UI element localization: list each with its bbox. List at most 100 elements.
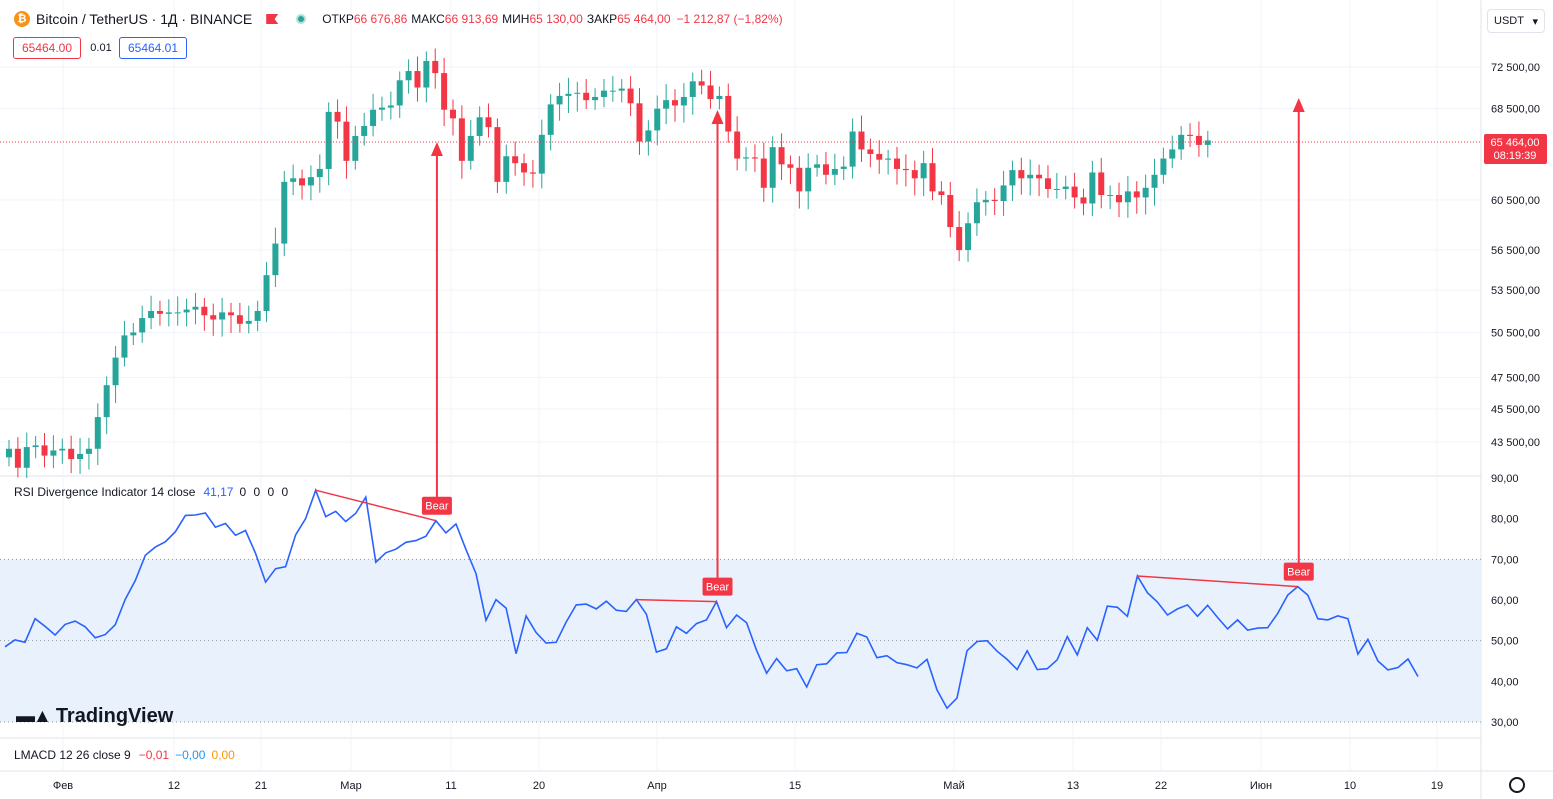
candle-body bbox=[290, 178, 297, 182]
candle-body bbox=[769, 147, 776, 188]
buy-button[interactable]: 65464.01 bbox=[119, 37, 187, 59]
candle-body bbox=[1142, 187, 1149, 198]
candle-body bbox=[609, 90, 616, 92]
x-tick-label: Июн bbox=[1250, 780, 1272, 792]
candle-body bbox=[858, 131, 865, 150]
market-status-icon[interactable] bbox=[296, 14, 307, 24]
candle-body bbox=[1116, 194, 1122, 203]
candle-body bbox=[112, 357, 119, 386]
candle-body bbox=[512, 156, 519, 164]
candle-body bbox=[1044, 178, 1051, 189]
candle-body bbox=[743, 157, 750, 159]
rsi-tick-label: 80,00 bbox=[1491, 514, 1519, 526]
candle-body bbox=[929, 163, 936, 192]
candle-body bbox=[441, 73, 448, 110]
lmacd-legend-name: LMACD 12 26 close 9 bbox=[14, 748, 131, 762]
settings-icon[interactable] bbox=[1509, 777, 1525, 793]
sell-button[interactable]: 65464.00 bbox=[13, 37, 81, 59]
candle-body bbox=[94, 417, 101, 449]
flag-icon[interactable] bbox=[266, 14, 279, 24]
candle-body bbox=[574, 92, 581, 94]
candle-body bbox=[254, 310, 261, 321]
candle-body bbox=[778, 147, 785, 165]
spread-value: 0.01 bbox=[90, 42, 112, 54]
arrow-head-icon bbox=[711, 110, 724, 124]
x-tick-label: 13 bbox=[1067, 780, 1079, 792]
candle-body bbox=[973, 202, 980, 224]
candle-body bbox=[405, 71, 412, 81]
bear-label[interactable] bbox=[421, 496, 452, 515]
rsi-legend[interactable]: RSI Divergence Indicator 14 close 41,17 … bbox=[14, 485, 290, 499]
candle-body bbox=[130, 332, 137, 336]
candle-body bbox=[14, 448, 21, 468]
symbol-header: ₿ Bitcoin / TetherUS · 1Д · BINANCE ОТКР… bbox=[14, 11, 783, 27]
candle-body bbox=[840, 166, 847, 169]
candle-body bbox=[245, 320, 252, 324]
candle-body bbox=[1053, 188, 1060, 190]
rsi-line bbox=[4, 487, 1419, 710]
candle-body bbox=[645, 130, 652, 142]
candle-body bbox=[885, 158, 892, 160]
candle-body bbox=[734, 131, 741, 159]
last-price-label[interactable] bbox=[1484, 133, 1547, 164]
candle-body bbox=[1027, 174, 1034, 179]
candle-body bbox=[1195, 135, 1202, 145]
candle-body bbox=[1000, 185, 1007, 202]
candle-body bbox=[1151, 174, 1158, 188]
bitcoin-icon[interactable]: ₿ bbox=[14, 11, 30, 27]
divergence-line bbox=[636, 598, 717, 603]
arrow-head-icon bbox=[430, 142, 443, 156]
candle-body bbox=[1204, 140, 1211, 145]
low-label: МИН bbox=[502, 12, 530, 26]
candle-body bbox=[378, 107, 385, 110]
candle-body bbox=[59, 448, 66, 451]
currency-select[interactable]: USDT ▾ bbox=[1487, 9, 1545, 33]
candle-body bbox=[938, 191, 945, 195]
price-tick-label: 43 500,00 bbox=[1491, 437, 1540, 449]
price-tick-label: 47 500,00 bbox=[1491, 372, 1540, 384]
candle-body bbox=[476, 117, 483, 136]
candle-body bbox=[183, 309, 190, 313]
candle-body bbox=[1036, 174, 1043, 179]
lmacd-legend[interactable]: LMACD 12 26 close 9 −0,01 −0,00 0,00 bbox=[14, 748, 235, 762]
candle-body bbox=[370, 109, 377, 127]
candle-body bbox=[627, 88, 634, 104]
bear-label-text: Bear bbox=[1287, 567, 1311, 579]
low-value: 65 130,00 bbox=[529, 12, 583, 26]
candle-body bbox=[165, 312, 172, 314]
x-tick-label: Фев bbox=[53, 780, 73, 792]
close-label: ЗАКР bbox=[586, 12, 618, 26]
candle-body bbox=[556, 95, 563, 105]
candle-body bbox=[272, 243, 279, 276]
candle-body bbox=[920, 163, 927, 179]
x-tick-label: 20 bbox=[533, 780, 545, 792]
candle-body bbox=[32, 445, 39, 448]
change-value: −1 212,87 (−1,82%) bbox=[676, 12, 783, 26]
candle-body bbox=[600, 90, 607, 97]
candle-body bbox=[467, 135, 474, 161]
candle-body bbox=[787, 164, 794, 168]
symbol-title[interactable]: Bitcoin / TetherUS · 1Д · BINANCE bbox=[36, 11, 253, 27]
candle-body bbox=[192, 306, 199, 310]
candle-body bbox=[485, 117, 492, 128]
candle-body bbox=[281, 181, 288, 244]
candle-body bbox=[1098, 172, 1105, 195]
candle-body bbox=[618, 88, 625, 91]
candle-body bbox=[707, 85, 714, 100]
candle-body bbox=[1107, 194, 1114, 196]
candle-body bbox=[1178, 134, 1185, 150]
candle-body bbox=[174, 312, 181, 314]
price-tick-label: 60 500,00 bbox=[1491, 195, 1540, 207]
lmacd-value-3: 0,00 bbox=[211, 748, 235, 762]
candle-body bbox=[343, 121, 350, 161]
bear-label[interactable] bbox=[702, 577, 733, 596]
open-label: ОТКР bbox=[322, 12, 354, 26]
candle-body bbox=[299, 178, 306, 186]
candle-body bbox=[432, 60, 439, 74]
high-label: МАКС bbox=[411, 12, 445, 26]
candle-body bbox=[50, 450, 57, 456]
candle-body bbox=[680, 96, 687, 106]
bear-label[interactable] bbox=[1283, 562, 1314, 581]
candle-body bbox=[316, 168, 323, 178]
